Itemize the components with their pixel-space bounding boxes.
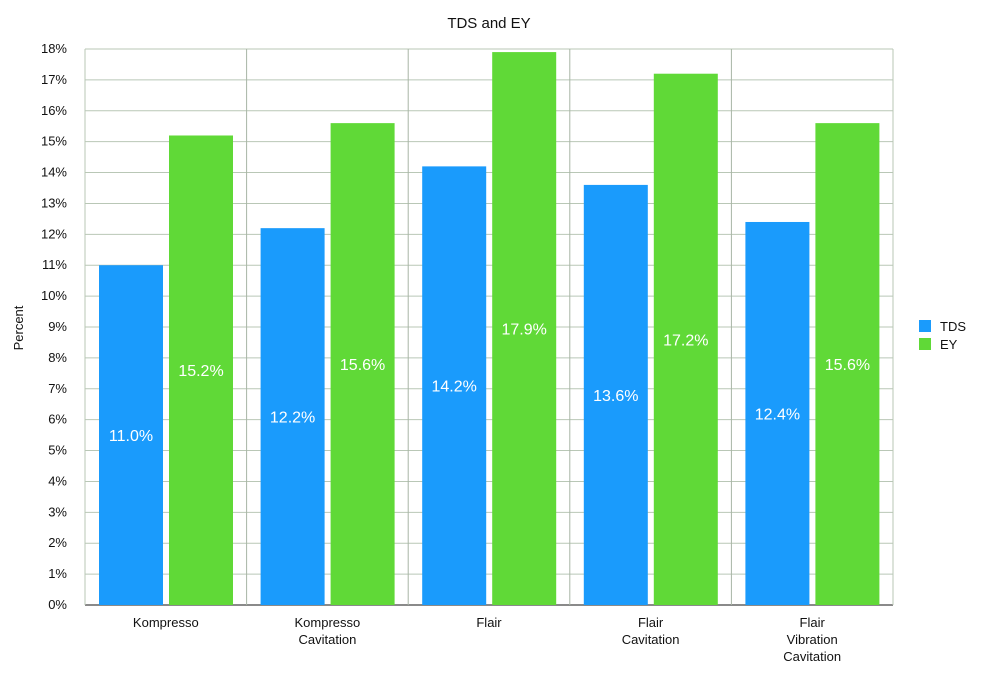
bar-tds	[583, 184, 648, 605]
bar-data-label: 15.6%	[825, 357, 870, 374]
bar-data-label: 12.4%	[755, 406, 800, 423]
bars: 11.0% 15.2% 12.2% 15.6% 14.2% 17.9% 13.6% 17.2%…	[99, 52, 880, 606]
bar-data-label: 13.6%	[593, 388, 638, 405]
x-category-label: Flair	[476, 615, 502, 630]
y-tick-label: 5%	[48, 443, 67, 458]
x-category-label: Cavitation	[298, 632, 356, 647]
bar-tds	[99, 265, 163, 605]
y-tick-label: 18%	[41, 41, 67, 56]
y-tick-label: 0%	[48, 597, 67, 612]
bar-data-label: 17.2%	[663, 332, 708, 349]
x-axis-categories: Kompresso Kompresso Cavitation Flair Flair Ca…	[133, 615, 841, 664]
bar-data-label: 15.2%	[178, 363, 223, 380]
legend-swatch-ey	[919, 338, 931, 350]
bar-data-label: 11.0%	[109, 428, 153, 445]
bar-ey	[330, 123, 395, 605]
x-category-label: Vibration	[787, 632, 838, 647]
bar-tds	[260, 228, 325, 605]
bar-ey	[169, 135, 233, 605]
chart-title: TDS and EY	[447, 15, 530, 32]
x-category-label: Cavitation	[622, 632, 680, 647]
y-axis-ticks: 0% 1% 2% 3% 4% 5% 6% 7% 8% 9% 10% 11% 12% 13% 14% 15% 16…	[41, 41, 67, 612]
bar-ey	[815, 123, 880, 605]
y-tick-label: 11%	[42, 257, 67, 272]
x-category-label: Cavitation	[783, 649, 841, 664]
legend-swatch-tds	[919, 320, 931, 332]
y-tick-label: 2%	[48, 535, 67, 550]
bar-data-label: 12.2%	[270, 410, 315, 427]
bar-ey	[653, 73, 718, 605]
y-tick-label: 13%	[41, 195, 67, 210]
y-tick-label: 1%	[48, 566, 67, 581]
bar-data-label: 17.9%	[502, 322, 547, 339]
bar-data-label: 14.2%	[432, 379, 477, 396]
x-category-label: Kompresso	[133, 615, 199, 630]
bar-tds	[422, 166, 487, 605]
x-category-label: Flair	[800, 615, 826, 630]
legend: TDS EY	[919, 319, 966, 352]
bar-tds	[745, 221, 810, 605]
y-tick-label: 10%	[41, 288, 67, 303]
y-tick-label: 15%	[41, 134, 67, 149]
legend-label: EY	[940, 337, 958, 352]
x-category-label: Flair	[638, 615, 664, 630]
bar-ey	[492, 52, 557, 606]
y-tick-label: 16%	[41, 103, 67, 118]
bar-data-label: 15.6%	[340, 357, 385, 374]
legend-label: TDS	[940, 319, 966, 334]
y-tick-label: 6%	[48, 412, 67, 427]
y-tick-label: 9%	[48, 319, 67, 334]
y-tick-label: 12%	[41, 226, 67, 241]
y-axis-label: Percent	[11, 305, 26, 350]
x-category-label: Kompresso	[295, 615, 361, 630]
y-tick-label: 3%	[48, 504, 67, 519]
y-tick-label: 7%	[48, 381, 67, 396]
y-tick-label: 8%	[48, 350, 67, 365]
y-tick-label: 4%	[48, 473, 67, 488]
y-tick-label: 14%	[41, 165, 67, 180]
y-tick-label: 17%	[41, 72, 67, 87]
